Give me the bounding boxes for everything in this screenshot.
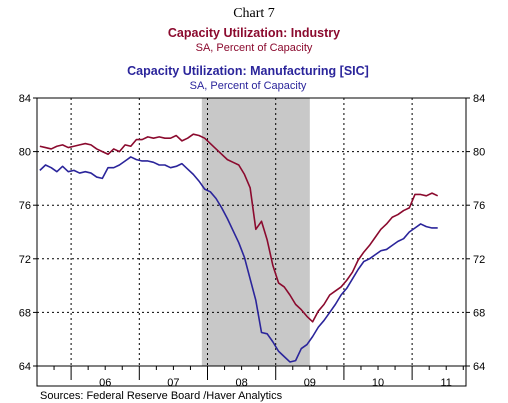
y-tick-label-left: 80 [19, 147, 31, 159]
plot-area: 84 84 80 80 76 76 72 72 68 68 64 64 06 07 08 09 10 11 [19, 93, 486, 389]
x-tick-label: 10 [372, 377, 384, 389]
y-tick-label-right: 80 [473, 147, 485, 159]
source-note: Sources: Federal Reserve Board /Haver An… [40, 390, 283, 402]
y-tick-label-left: 76 [19, 200, 31, 212]
industry-series-line [39, 133, 439, 323]
y-tick-label-left: 68 [19, 307, 31, 319]
y-tick-label-right: 64 [473, 361, 485, 373]
manufacturing-series-subtitle: SA, Percent of Capacity [190, 80, 307, 92]
y-tick-label-right: 68 [473, 307, 485, 319]
manufacturing-series-line [39, 156, 438, 363]
x-tick-label: 11 [441, 377, 452, 389]
industry-series-title: Capacity Utilization: Industry [168, 26, 340, 40]
recession-shade [201, 98, 310, 366]
chart-heading: Chart 7 [233, 6, 275, 21]
industry-series-subtitle: SA, Percent of Capacity [196, 42, 313, 54]
y-tick-label-left: 84 [19, 93, 31, 105]
x-tick-label: 09 [304, 377, 316, 389]
y-tick-label-left: 72 [19, 254, 31, 266]
x-tick-label: 08 [235, 377, 247, 389]
y-tick-label-right: 72 [473, 254, 485, 266]
x-tick-label: 07 [167, 377, 179, 389]
y-tick-label-right: 84 [473, 93, 485, 105]
x-axis-band [36, 365, 467, 387]
manufacturing-series-title: Capacity Utilization: Manufacturing [SIC… [127, 64, 369, 78]
y-tick-label-right: 76 [473, 200, 485, 212]
x-tick-label: 06 [99, 377, 111, 389]
y-tick-label-left: 64 [19, 361, 31, 373]
